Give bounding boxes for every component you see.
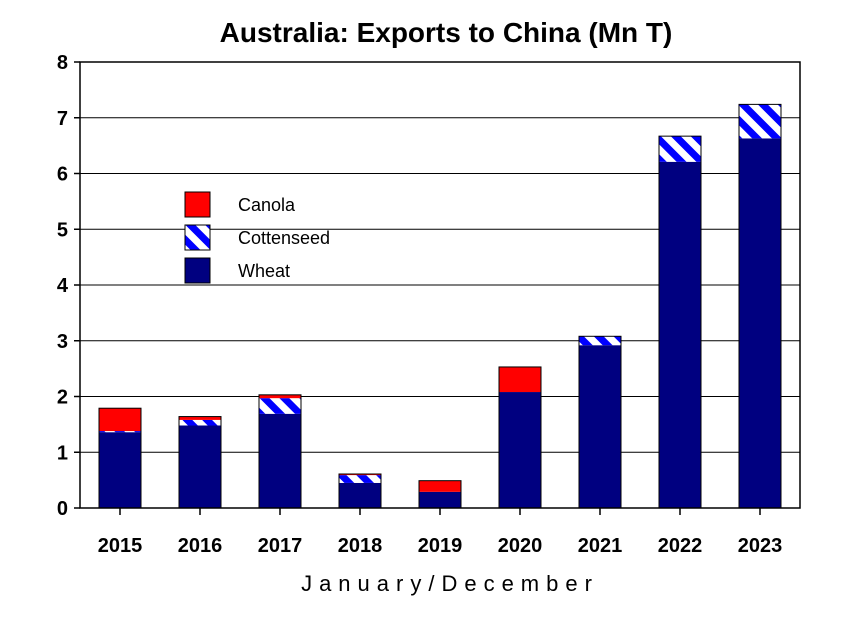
y-tick-label: 4	[57, 275, 69, 297]
x-tick-label: 2019	[418, 535, 463, 557]
y-tick-label: 8	[57, 52, 68, 74]
chart-title: Australia: Exports to China (Mn T)	[220, 17, 673, 48]
bar-cottenseed-2016	[179, 419, 221, 426]
y-tick-label: 5	[57, 219, 68, 241]
y-tick-label: 1	[57, 442, 68, 464]
legend-swatch-canola	[184, 191, 211, 218]
legend-label-wheat: Wheat	[238, 261, 290, 281]
x-tick-label: 2021	[578, 535, 623, 557]
bar-cottenseed-2022	[659, 136, 701, 162]
y-axis-ticks: 0 1 2 3 4 5 6 7 8	[57, 52, 80, 520]
bar-canola-2020	[499, 366, 541, 393]
bar-wheat-2016	[179, 425, 221, 508]
y-tick-label: 0	[57, 498, 68, 520]
bar-wheat-2018	[339, 482, 381, 508]
x-tick-label: 2015	[98, 535, 143, 557]
y-tick-label: 7	[57, 108, 68, 130]
bar-wheat-2019	[419, 491, 461, 508]
x-tick-label: 2018	[338, 535, 383, 557]
x-tick-label: 2017	[258, 535, 303, 557]
legend-swatch-cottenseed	[184, 224, 211, 251]
y-tick-label: 3	[57, 331, 68, 353]
bars-layer	[98, 103, 782, 509]
bar-canola-2017	[259, 394, 301, 399]
bar-wheat-2017	[259, 413, 301, 508]
bar-wheat-2015	[99, 432, 141, 508]
x-axis-label: January/December	[301, 571, 599, 596]
legend-swatch-wheat	[184, 257, 211, 284]
bar-cottenseed-2017	[259, 398, 301, 414]
y-tick-label: 6	[57, 164, 68, 186]
x-tick-label: 2016	[178, 535, 223, 557]
bar-cottenseed-2015	[99, 431, 141, 433]
x-tick-label: 2023	[738, 535, 783, 557]
bar-wheat-2022	[659, 161, 701, 509]
bar-canola-2015	[99, 408, 141, 432]
bar-cottenseed-2023	[739, 104, 781, 139]
x-axis-ticks: 2015 2016 2017 2018 2019 2020 2021 2022 2023	[98, 508, 783, 557]
y-tick-label: 2	[57, 387, 68, 409]
x-tick-label: 2022	[658, 535, 703, 557]
bar-wheat-2020	[499, 392, 541, 508]
bar-cottenseed-2021	[579, 336, 621, 346]
bar-canola-2018	[339, 473, 381, 476]
bar-canola-2016	[179, 416, 221, 420]
bar-cottenseed-2018	[339, 475, 381, 483]
bar-canola-2019	[419, 480, 461, 492]
x-tick-label: 2020	[498, 535, 543, 557]
bar-wheat-2023	[739, 138, 781, 508]
bar-wheat-2021	[579, 345, 621, 508]
legend-label-cottenseed: Cottenseed	[238, 228, 330, 248]
legend: Canola Cottenseed Wheat	[184, 191, 330, 284]
legend-label-canola: Canola	[238, 195, 296, 215]
